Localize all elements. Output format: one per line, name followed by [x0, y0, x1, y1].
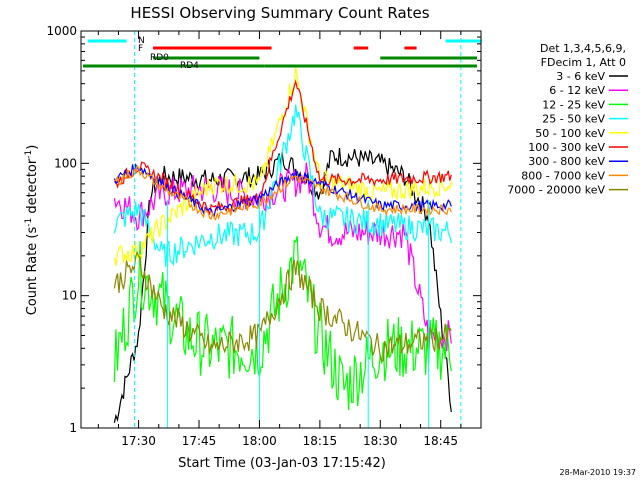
flags-layer: NF RD0 RD4 — [83, 31, 482, 428]
flag-label: RD0 — [150, 53, 169, 63]
y-axis-label-close: ) — [25, 145, 40, 150]
legend-entry-label: 100 - 300 keV — [528, 141, 605, 154]
flag-label: F — [138, 44, 143, 54]
x-axis-label: Start Time (03-Jan-03 17:15:42) — [178, 456, 386, 471]
series-layer — [113, 67, 452, 423]
x-tick-label: 18:00 — [242, 434, 277, 448]
y-axis-label: Count Rate (s-1 detector-1) — [24, 145, 40, 316]
y-tick-label: 1 — [69, 421, 77, 435]
plot-frame — [80, 30, 482, 429]
series-line-0 — [113, 147, 452, 423]
x-tick-label: 18:30 — [363, 434, 398, 448]
series-line-4 — [113, 67, 452, 266]
x-tick-label: 17:30 — [121, 434, 156, 448]
series-line-7 — [114, 164, 452, 221]
legend-entry-label: 50 - 100 keV — [535, 127, 605, 140]
series-line-8 — [113, 250, 452, 362]
x-tick-label: 18:15 — [303, 434, 338, 448]
legend-entry-label: 6 - 12 keV — [549, 84, 605, 97]
legend-entry-label: 800 - 7000 keV — [521, 169, 605, 182]
y-axis-label-prefix: Count Rate (s — [25, 227, 40, 316]
axes-layer: 1 10 100 1000 17:30 17:45 18:00 18:15 18:30 18:45 — [46, 24, 482, 448]
chart-title: HESSI Observing Summary Count Rates — [130, 4, 429, 22]
y-tick-label: 10 — [62, 289, 77, 303]
series-line-5 — [113, 79, 452, 215]
legend-header-line2: FDecim 1, Att 0 — [541, 56, 626, 69]
y-axis-label-exponent: -1 — [24, 218, 34, 227]
y-tick-label: 1000 — [46, 24, 77, 38]
legend: Det 1,3,4,5,6,9, FDecim 1, Att 0 3 - 6 k… — [507, 42, 628, 197]
legend-entry-label: 7000 - 20000 keV — [507, 184, 605, 197]
legend-header-line1: Det 1,3,4,5,6,9, — [540, 42, 626, 55]
flag-label: N — [138, 36, 145, 46]
flag-label: RD4 — [180, 61, 199, 71]
legend-entry-label: 300 - 800 keV — [528, 155, 605, 168]
y-tick-label: 100 — [54, 156, 77, 170]
x-tick-label: 17:45 — [182, 434, 217, 448]
y-axis-label-suffix: detector — [25, 158, 40, 218]
footer-timestamp: 28-Mar-2010 19:37 — [560, 468, 637, 477]
legend-entry-label: 3 - 6 keV — [556, 70, 605, 83]
y-axis-label-exponent-2: -1 — [24, 150, 34, 159]
x-tick-label: 18:45 — [423, 434, 458, 448]
legend-entry-label: 25 - 50 keV — [542, 113, 605, 126]
series-line-3 — [113, 104, 452, 268]
legend-entry-label: 12 - 25 keV — [542, 98, 605, 111]
